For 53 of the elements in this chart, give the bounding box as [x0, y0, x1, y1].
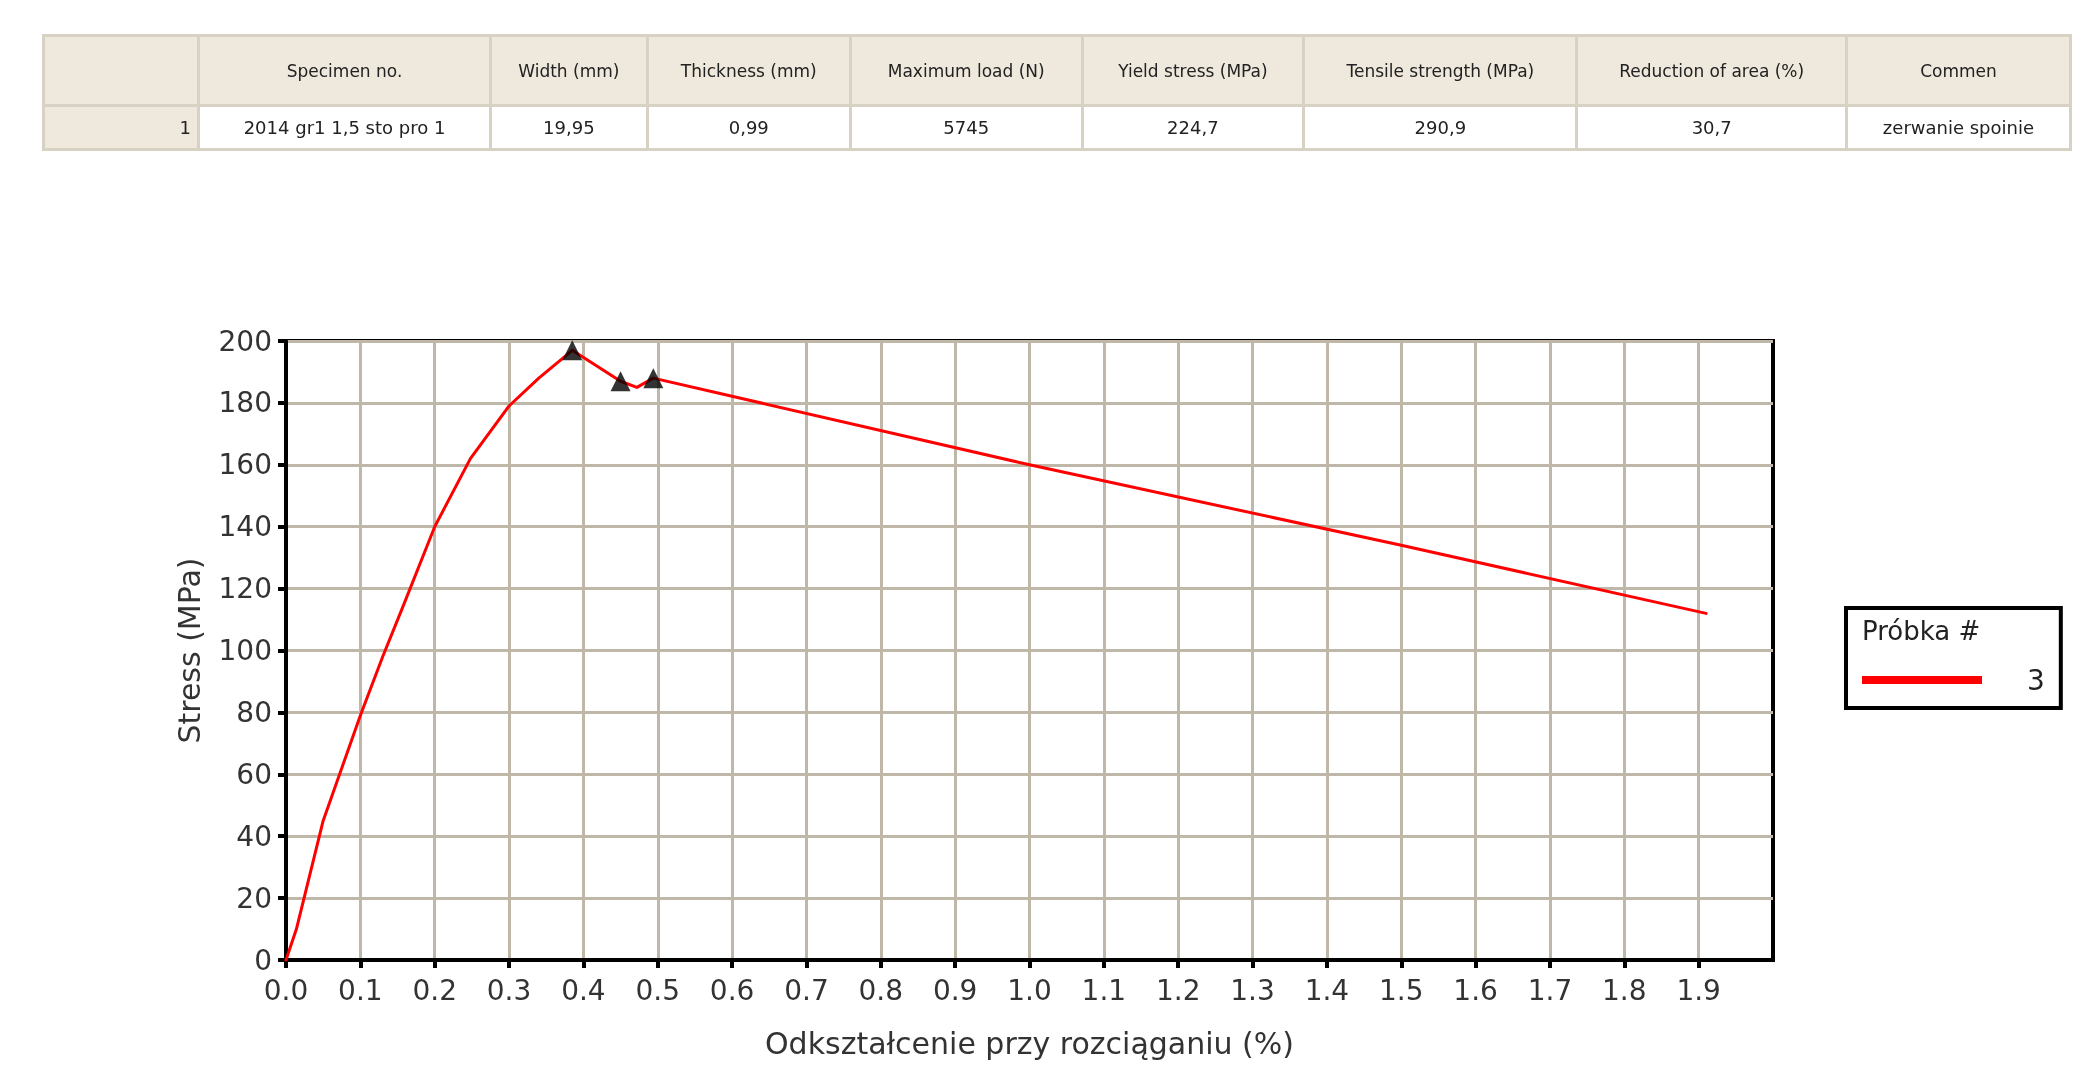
x-tick-label: 1.4 — [1304, 973, 1350, 1007]
x-tick-label: 1.0 — [1007, 973, 1052, 1007]
legend-title: Próbka # — [1862, 616, 1981, 646]
point — [562, 340, 583, 361]
y-tick-label: 60 — [236, 757, 272, 791]
x-tick-label: 0.1 — [338, 973, 383, 1007]
text: 0,99 — [647, 105, 851, 150]
y-tick-label: 200 — [218, 324, 272, 358]
category-label: Specimen no. — [198, 35, 491, 106]
x-tick-label: 0.9 — [932, 973, 978, 1007]
text: 5745 — [850, 105, 1083, 150]
legend-label: 3 — [2027, 663, 2045, 697]
x-tick-label: 0.2 — [412, 973, 457, 1007]
y-tick-label: 160 — [218, 448, 272, 482]
text: 30,7 — [1576, 105, 1847, 150]
text: 1 — [43, 105, 199, 150]
x-tick-label: 1.6 — [1453, 973, 1498, 1007]
category-label: Thickness (mm) — [647, 35, 851, 106]
x-tick-label: 0.8 — [858, 973, 904, 1007]
y-tick-label: 80 — [236, 695, 272, 729]
category-label: Yield stress (MPa) — [1082, 35, 1304, 106]
x-tick-label: 0.5 — [635, 973, 681, 1007]
category-label: Maximum load (N) — [850, 35, 1083, 106]
x-tick-label: 0.4 — [561, 973, 606, 1007]
x-axis-title: Odkształcenie przy rozciąganiu (%) — [764, 1025, 1295, 1061]
y-tick-label: 120 — [218, 572, 272, 606]
x-tick-label: 1.9 — [1676, 973, 1721, 1007]
x-tick-label: 0.7 — [784, 973, 829, 1007]
y-tick-label: 20 — [236, 881, 272, 915]
x-tick-label: 1.8 — [1602, 973, 1647, 1007]
x-tick-label: 0.6 — [709, 973, 755, 1007]
y-tick-label: 140 — [218, 510, 272, 544]
text: 2014 gr1 1,5 sto pro 1 — [198, 105, 491, 150]
x-tick-label: 1.2 — [1155, 973, 1201, 1007]
category-label: Width (mm) — [490, 35, 648, 106]
point — [610, 371, 631, 392]
y-tick-label: 100 — [218, 634, 272, 667]
text: 224,7 — [1082, 105, 1304, 150]
category-label: Reduction of area (%) — [1576, 35, 1847, 106]
x-tick-label: 0.3 — [486, 973, 532, 1007]
x-tick-label: 1.7 — [1527, 973, 1573, 1007]
x-tick-label: 1.1 — [1081, 973, 1127, 1007]
y-tick-label: 180 — [218, 386, 272, 420]
category-label: Commen — [1846, 35, 2071, 106]
x-tick-label: 1.3 — [1230, 973, 1275, 1007]
text: 290,9 — [1303, 105, 1577, 150]
category-label: Tensile strength (MPa) — [1303, 35, 1577, 106]
text: 19,95 — [490, 105, 648, 150]
text: zerwanie spoinie — [1846, 105, 2071, 150]
y-axis-title: Stress (MPa) — [171, 557, 207, 744]
x-tick-label: 1.5 — [1378, 973, 1424, 1007]
point — [643, 368, 664, 389]
y-tick-label: 40 — [236, 819, 272, 853]
